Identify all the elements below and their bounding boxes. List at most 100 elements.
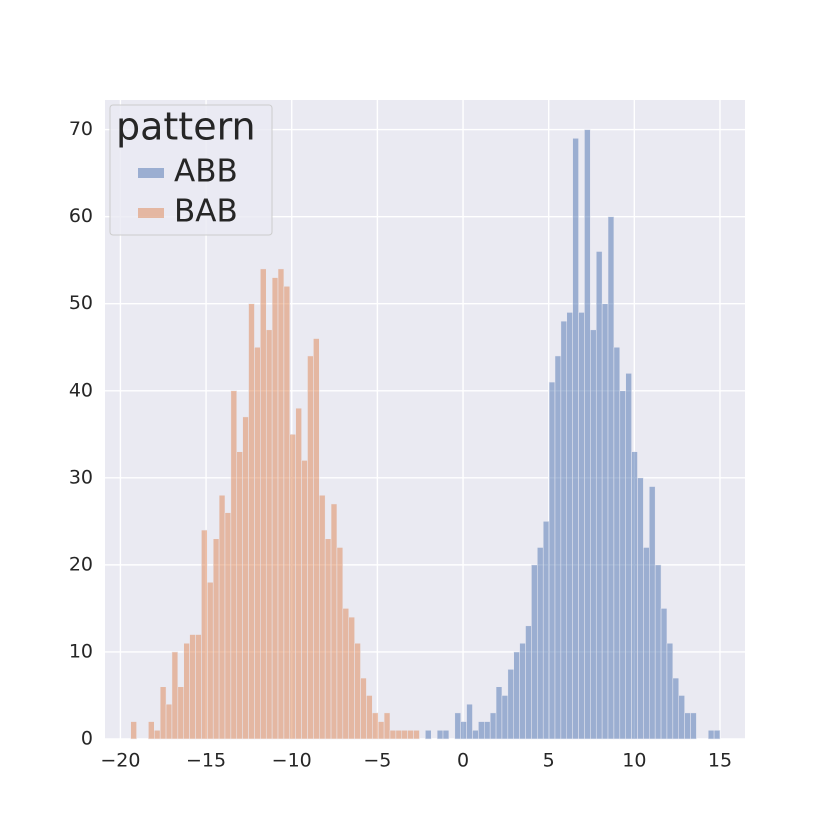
bar xyxy=(248,303,255,740)
bar xyxy=(666,642,674,740)
bar xyxy=(590,329,597,740)
bar xyxy=(154,730,161,740)
bar xyxy=(601,303,609,740)
bar xyxy=(342,608,349,740)
legend-swatch xyxy=(138,168,164,178)
legend-box xyxy=(109,104,273,236)
y-tick-label: 30 xyxy=(69,466,93,488)
bar xyxy=(625,373,632,740)
legend-label: ABB xyxy=(174,154,238,190)
bar xyxy=(554,355,562,740)
bar xyxy=(407,730,414,740)
bar xyxy=(230,390,238,740)
bar xyxy=(218,494,226,740)
bar xyxy=(348,616,355,740)
bar xyxy=(401,730,408,740)
bar xyxy=(460,721,467,740)
bar xyxy=(560,320,568,740)
bar xyxy=(313,338,320,740)
bar xyxy=(707,730,715,740)
bar xyxy=(643,547,650,740)
bar xyxy=(613,346,621,740)
bar xyxy=(254,346,261,740)
x-tick-label: −15 xyxy=(186,750,226,772)
bar xyxy=(336,547,344,740)
bar xyxy=(301,460,308,740)
bar xyxy=(637,477,644,740)
x-tick-label: 15 xyxy=(708,750,732,772)
x-tick-label: −10 xyxy=(272,750,312,772)
legend-swatch xyxy=(138,208,164,218)
bar xyxy=(377,721,385,740)
x-tick-label: −5 xyxy=(363,750,391,772)
y-tick-label: 0 xyxy=(81,728,93,750)
bar xyxy=(289,434,296,740)
bar xyxy=(525,625,532,740)
bar xyxy=(189,634,196,740)
bar xyxy=(542,521,550,740)
bar xyxy=(324,538,332,740)
bar xyxy=(436,730,444,740)
bar xyxy=(183,642,190,740)
bar xyxy=(195,634,202,740)
bar xyxy=(619,390,626,740)
bar xyxy=(413,730,420,740)
bar xyxy=(242,416,249,740)
bar xyxy=(295,407,302,740)
bar xyxy=(501,695,509,740)
bar xyxy=(478,721,485,740)
x-tick-label: 0 xyxy=(457,750,469,772)
bar xyxy=(649,486,656,740)
bar xyxy=(207,582,214,740)
x-tick-label: −20 xyxy=(100,750,140,772)
bar xyxy=(265,329,273,740)
bar xyxy=(159,686,167,740)
bar xyxy=(148,721,155,740)
y-tick-label: 40 xyxy=(69,379,93,401)
bar xyxy=(307,355,314,740)
bar xyxy=(201,529,208,740)
bar xyxy=(383,712,391,740)
bar xyxy=(319,494,326,740)
bar xyxy=(513,651,520,740)
bar xyxy=(495,686,503,740)
legend-label: BAB xyxy=(174,194,238,230)
bar xyxy=(454,712,461,740)
bar xyxy=(595,251,603,740)
bar xyxy=(489,712,497,740)
bar xyxy=(537,547,544,740)
x-tick-label: 5 xyxy=(543,750,555,772)
bar xyxy=(366,695,373,740)
bar xyxy=(271,277,279,740)
bar xyxy=(531,564,538,740)
x-tick-label: 10 xyxy=(622,750,646,772)
bar xyxy=(690,712,697,740)
bar xyxy=(660,608,668,740)
bar xyxy=(372,712,379,740)
bar xyxy=(224,512,232,740)
bar xyxy=(165,703,173,740)
bar xyxy=(360,677,367,740)
ticks: −20 −15 −10 −5 0 5 10 15 0 10 20 30 40 50 60 70 xyxy=(69,118,732,771)
bar xyxy=(654,564,662,740)
bar xyxy=(389,730,397,740)
bar xyxy=(171,651,179,740)
legend: pattern ABB BAB xyxy=(109,104,273,236)
bar xyxy=(442,730,450,740)
bar xyxy=(519,642,526,740)
legend-title: pattern xyxy=(116,105,256,149)
bar xyxy=(354,642,361,740)
bar xyxy=(425,730,432,740)
bar xyxy=(212,538,220,740)
y-tick-label: 20 xyxy=(69,553,93,575)
bars xyxy=(130,129,721,740)
bar xyxy=(584,129,591,740)
bar xyxy=(572,138,579,740)
bar xyxy=(548,381,556,740)
y-tick-label: 70 xyxy=(69,118,93,140)
bar xyxy=(684,712,691,740)
bar xyxy=(607,216,615,740)
bar xyxy=(507,669,514,740)
bar xyxy=(631,451,638,740)
